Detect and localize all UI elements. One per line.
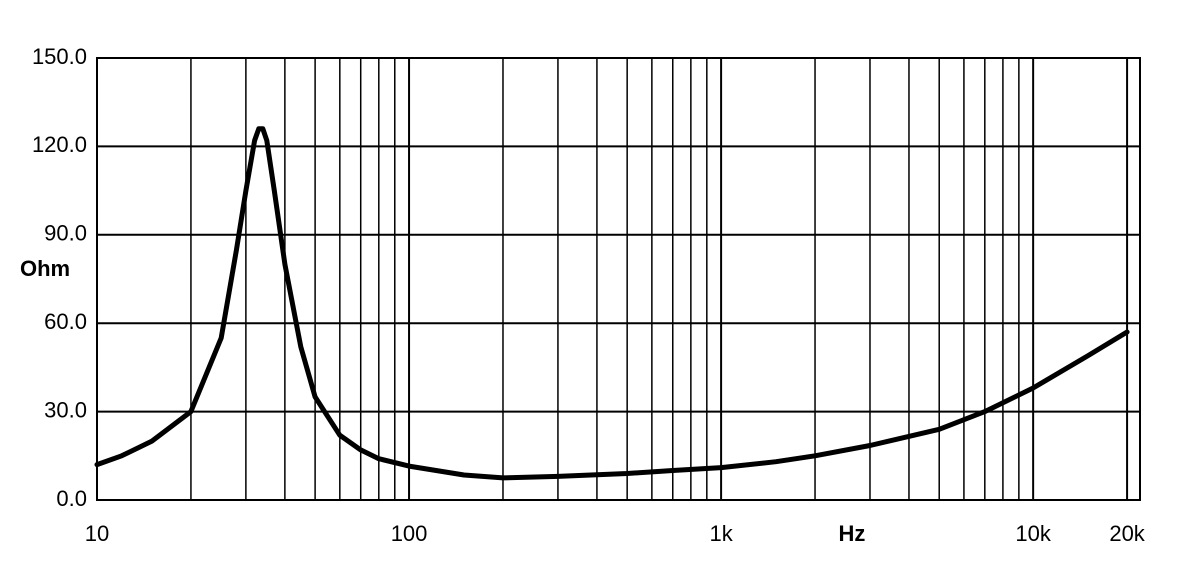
- plot-frame: [96, 57, 1141, 501]
- y-axis-label: Ohm: [20, 256, 70, 281]
- y-tick-label: 30.0: [44, 397, 87, 422]
- y-tick-label: 0.0: [56, 486, 87, 511]
- impedance-curve: [94, 126, 1130, 481]
- x-tick-label: 10: [85, 521, 109, 546]
- x-tick-label: 1k: [709, 521, 733, 546]
- y-tick-label: 60.0: [44, 309, 87, 334]
- y-tick-label: 150.0: [32, 44, 87, 69]
- x-tick-label: 10k: [1015, 521, 1051, 546]
- x-tick-label: 20k: [1109, 521, 1145, 546]
- x-axis-label: Hz: [839, 521, 866, 546]
- y-tick-label: 90.0: [44, 221, 87, 246]
- y-tick-label: 120.0: [32, 132, 87, 157]
- x-tick-label: 100: [391, 521, 428, 546]
